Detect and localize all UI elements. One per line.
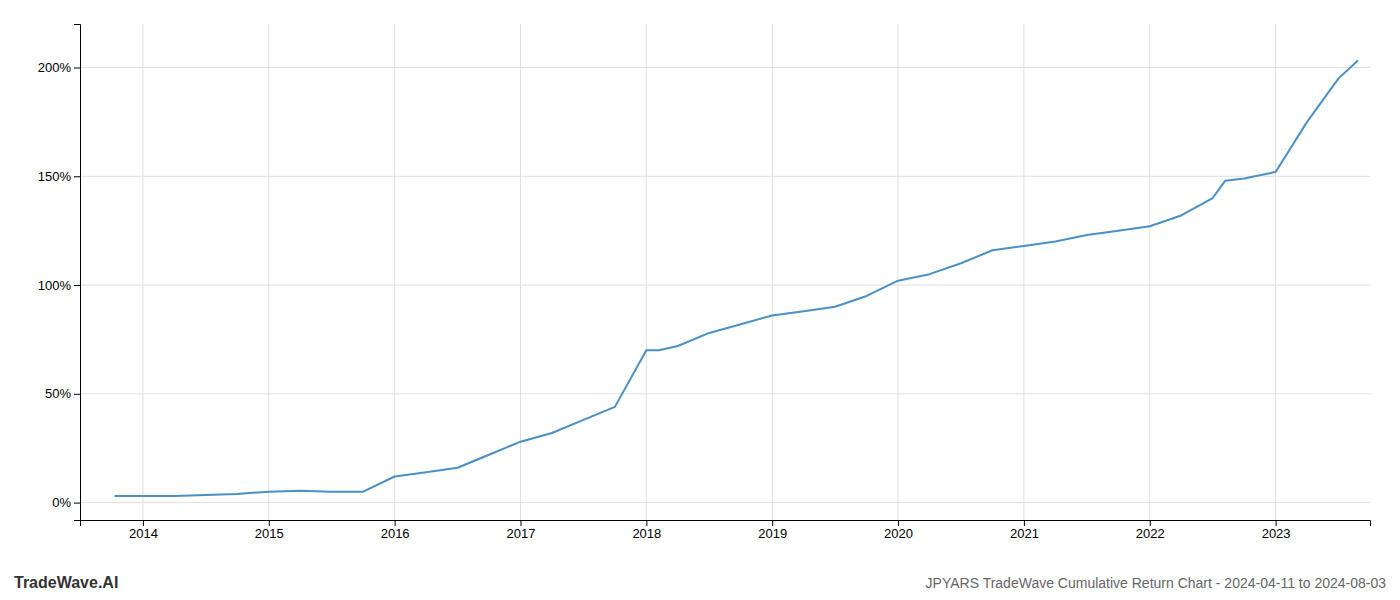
- x-tick-label: 2016: [381, 526, 410, 541]
- x-axis: 2014 2015 2016 2017 2018 2019 2020 2021 2022 2023: [81, 520, 1371, 541]
- x-tick: 2020: [884, 520, 913, 541]
- grid-line-x: [646, 24, 647, 520]
- y-axis-line: [74, 25, 81, 521]
- grid: [80, 24, 1370, 520]
- x-tick: 2023: [1262, 520, 1291, 541]
- x-tick-label: 2017: [507, 526, 536, 541]
- grid-line-y: [80, 285, 1370, 286]
- x-tick-mark: [143, 520, 144, 526]
- grid-line-y: [80, 393, 1370, 394]
- y-tick-label: 0%: [52, 495, 71, 510]
- y-tick: 50%: [45, 386, 80, 401]
- y-tick: 100%: [38, 278, 80, 293]
- x-tick-mark: [1276, 520, 1277, 526]
- y-tick-label: 100%: [38, 278, 72, 293]
- x-tick-label: 2022: [1136, 526, 1165, 541]
- grid-line-x: [268, 24, 269, 520]
- y-tick-mark: [74, 285, 80, 286]
- x-tick-mark: [269, 520, 270, 526]
- grid-line-x: [1023, 24, 1024, 520]
- y-tick: 150%: [38, 169, 80, 184]
- grid-line-x: [1149, 24, 1150, 520]
- y-tick-label: 200%: [38, 60, 72, 75]
- plot-area: [115, 61, 1357, 496]
- x-tick-label: 2021: [1010, 526, 1039, 541]
- x-tick: 2014: [129, 520, 158, 541]
- watermark: TradeWave.AI: [14, 574, 118, 591]
- y-tick: 200%: [38, 60, 80, 75]
- x-tick-label: 2018: [632, 526, 661, 541]
- x-tick-label: 2023: [1262, 526, 1291, 541]
- x-tick-label: 2019: [758, 526, 787, 541]
- grid-line-y: [80, 67, 1370, 68]
- grid-line-x: [1275, 24, 1276, 520]
- x-tick-mark: [520, 520, 521, 526]
- grid-line-x: [772, 24, 773, 520]
- y-axis: 0% 50% 100% 150% 200%: [38, 25, 81, 521]
- x-tick-mark: [646, 520, 647, 526]
- x-tick-mark: [772, 520, 773, 526]
- y-tick-mark: [74, 394, 80, 395]
- grid-line-y: [80, 176, 1370, 177]
- title: JPYARS TradeWave Cumulative Return Chart…: [926, 575, 1387, 591]
- y-tick: 0%: [52, 495, 80, 510]
- grid-line-y: [80, 502, 1370, 503]
- y-tick-mark: [74, 176, 80, 177]
- line: [115, 61, 1357, 496]
- chart: 2014 2015 2016 2017 2018 2019 2020 2021 2022 2023…: [0, 0, 1400, 600]
- x-tick: 2021: [1010, 520, 1039, 541]
- x-axis-line: [81, 521, 1371, 527]
- x-tick: 2017: [507, 520, 536, 541]
- x-tick: 2019: [758, 520, 787, 541]
- x-tick-mark: [1150, 520, 1151, 526]
- grid-line-x: [394, 24, 395, 520]
- y-tick-mark: [74, 503, 80, 504]
- y-tick-label: 150%: [38, 169, 72, 184]
- x-tick-mark: [1024, 520, 1025, 526]
- x-tick-mark: [395, 520, 396, 526]
- y-tick-mark: [74, 68, 80, 69]
- x-tick-label: 2020: [884, 526, 913, 541]
- y-tick-label: 50%: [45, 386, 71, 401]
- x-tick-label: 2015: [255, 526, 284, 541]
- x-tick: 2016: [381, 520, 410, 541]
- grid-line-x: [142, 24, 143, 520]
- x-tick-mark: [898, 520, 899, 526]
- x-tick: 2018: [632, 520, 661, 541]
- grid-line-x: [520, 24, 521, 520]
- x-tick: 2015: [255, 520, 284, 541]
- grid-line-x: [898, 24, 899, 520]
- x-tick: 2022: [1136, 520, 1165, 541]
- x-tick-label: 2014: [129, 526, 158, 541]
